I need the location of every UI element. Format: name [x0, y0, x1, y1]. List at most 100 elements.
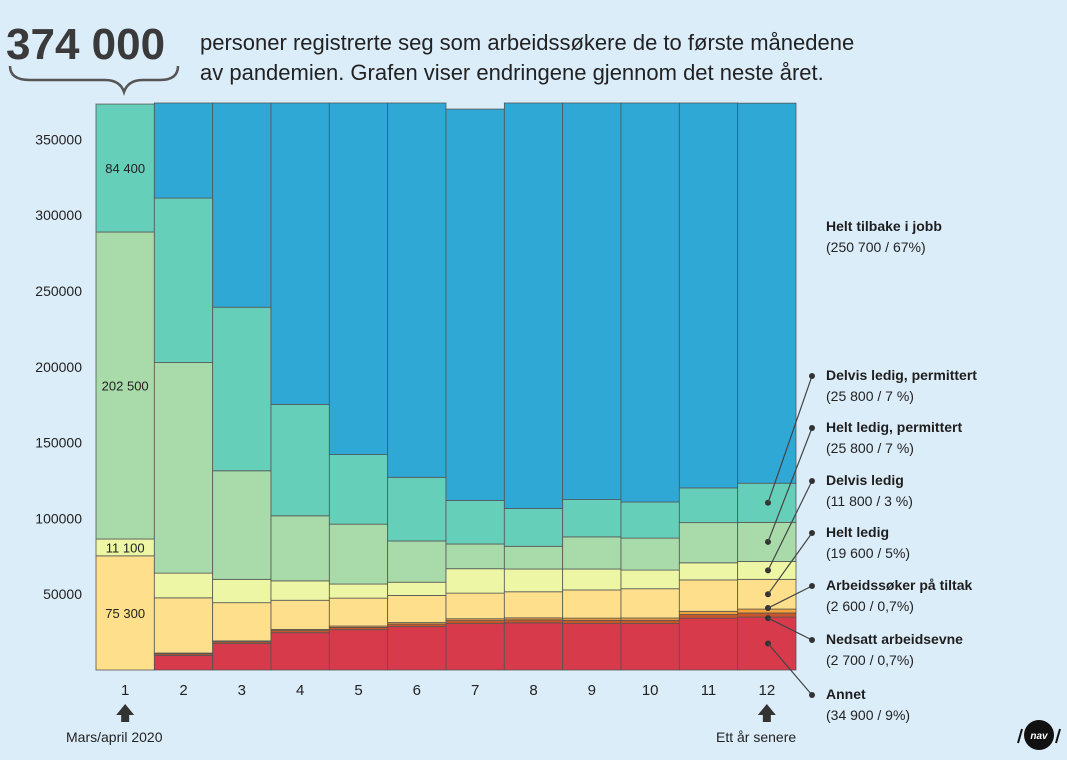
bar-data-label: 75 300	[105, 606, 145, 621]
bar-data-label: 11 100	[106, 540, 145, 555]
bar-segment-6-delvis-ledig-permittert	[445, 500, 505, 545]
annotation-detail: (25 800 / 7 %)	[826, 440, 914, 456]
bar-segment-7-helt-ledig-permittert	[503, 545, 564, 570]
annotation-detail: (11 800 / 3 %)	[826, 493, 913, 509]
bar-segment-7-helt-tilbake-i-jobb	[503, 102, 564, 509]
bar-segment-11-helt-tilbake-i-jobb	[737, 102, 797, 484]
x-tick-label: 11	[701, 682, 717, 699]
x-tick-label: 4	[296, 682, 304, 699]
bar-segment-2-delvis-ledig-permittert	[212, 306, 272, 472]
annotation-detail: (250 700 / 67%)	[826, 239, 926, 255]
bar-segment-3-helt-ledig-permittert	[270, 515, 330, 582]
annotation-dot	[809, 692, 815, 698]
bar-segment-4-delvis-ledig	[328, 583, 389, 599]
y-tick-label: 300000	[35, 207, 82, 223]
bar-segment-2-helt-ledig-permittert	[212, 470, 272, 580]
bar-segment-10-helt-ledig-permittert	[678, 522, 739, 564]
bar-segment-5-delvis-ledig	[387, 581, 447, 596]
annotation-leader-line	[767, 480, 813, 571]
headline-number: 374 000	[6, 20, 166, 69]
bar-segment-10-delvis-ledig	[678, 562, 739, 581]
bar-segment-1-annet	[153, 655, 214, 671]
bar-segment-3-annet	[270, 632, 330, 671]
bar-segment-8-annet	[562, 623, 622, 671]
bar-segment-6-helt-tilbake-i-jobb	[445, 108, 505, 501]
bar-segment-8-delvis-ledig	[562, 568, 622, 591]
bar-segment-9-delvis-ledig	[620, 569, 680, 590]
y-tick-label: 250000	[35, 283, 82, 299]
x-tick-label: 2	[179, 682, 187, 699]
y-tick-label: 100000	[35, 510, 82, 526]
annotation-title: Helt ledig	[826, 524, 889, 540]
bar-segment-7-helt-ledig	[503, 591, 564, 619]
bar-data-label: 202 500	[102, 379, 149, 394]
bar-segment-4-annet	[328, 629, 389, 671]
bar-segment-10-delvis-ledig-permittert	[678, 487, 739, 524]
annotation-leader-line	[767, 427, 813, 543]
bar-segment-9-helt-tilbake-i-jobb	[620, 102, 680, 503]
bar-segment-9-delvis-ledig-permittert	[620, 501, 680, 539]
y-tick-label: 50000	[43, 586, 82, 602]
bar-segment-8-nedsatt-arbeidsevne	[562, 619, 622, 625]
headline-brace	[8, 65, 180, 96]
bar-segment-3-delvis-ledig	[270, 580, 330, 601]
bar-segment-4-helt-ledig-permittert	[328, 523, 389, 585]
annotation-leader-line	[767, 617, 813, 641]
bar-segment-1-delvis-ledig-permittert	[153, 197, 214, 363]
bar-segment-2-helt-ledig	[212, 602, 272, 642]
bar-segment-9-helt-ledig-permittert	[620, 537, 680, 571]
bar-segment-5-annet	[387, 626, 447, 671]
bar-segment-10-helt-ledig	[678, 579, 739, 612]
bar-segment-9-helt-ledig	[620, 588, 680, 619]
bar-segment-10-annet	[678, 617, 739, 671]
x-tick-label: 12	[758, 682, 775, 699]
bar-segment-10-helt-tilbake-i-jobb	[678, 102, 739, 489]
nav-logo-text: nav	[1030, 731, 1049, 742]
annotation-leader-line	[767, 643, 813, 696]
annotation-dot	[809, 478, 815, 484]
bar-segment-2-helt-tilbake-i-jobb	[212, 102, 272, 308]
x-tick-label: 5	[354, 682, 362, 699]
bar-segment-4-delvis-ledig-permittert	[328, 454, 389, 525]
annotation-title: Helt ledig, permittert	[826, 419, 962, 435]
bar-segment-8-helt-ledig	[562, 589, 622, 619]
bar-segment-7-delvis-ledig-permittert	[503, 508, 564, 547]
bar-segment-5-helt-ledig	[387, 595, 447, 623]
annotation-title: Nedsatt arbeidsevne	[826, 631, 963, 647]
headline-line-1: personer registrerte seg som arbeidssøke…	[200, 30, 855, 55]
annotation-dot	[809, 530, 815, 536]
bar-segment-9-nedsatt-arbeidsevne	[620, 619, 680, 625]
bar-segment-7-delvis-ledig	[503, 568, 564, 593]
first-period-note: Mars/april 2020	[66, 729, 163, 745]
bar-segment-1-delvis-ledig	[153, 572, 214, 599]
bar-segment-0-delvis-ledig-permittert	[95, 103, 155, 233]
bar-segment-8-helt-ledig-permittert	[562, 536, 622, 570]
bar-segment-0-helt-ledig-permittert	[95, 231, 155, 540]
annotation-title: Helt tilbake i jobb	[826, 218, 942, 234]
bar-segment-9-annet	[620, 623, 680, 671]
bar-segment-10-nedsatt-arbeidsevne	[678, 614, 739, 619]
x-tick-label: 10	[642, 682, 659, 699]
bar-segment-2-annet	[212, 643, 272, 671]
annotation-dot	[809, 425, 815, 431]
annotation-leader-line	[767, 585, 813, 609]
annotation-dot	[809, 583, 815, 589]
annotation-detail: (34 900 / 9%)	[826, 707, 910, 723]
bar-segment-10-arbeidss-ker-p-tiltak	[678, 610, 739, 615]
annotation-detail: (2 600 / 0,7%)	[826, 598, 914, 614]
annotation-detail: (25 800 / 7 %)	[826, 388, 914, 404]
x-tick-label: 1	[121, 682, 129, 699]
bar-segment-5-helt-tilbake-i-jobb	[387, 102, 447, 478]
nav-logo: nav	[1017, 720, 1061, 750]
bar-segment-6-annet	[445, 623, 505, 671]
annotation-title: Annet	[826, 686, 866, 702]
bar-segment-5-helt-ledig-permittert	[387, 540, 447, 583]
annotation-title: Delvis ledig, permittert	[826, 367, 977, 383]
annotation-leader-line	[767, 375, 813, 503]
bar-segment-6-delvis-ledig	[445, 568, 505, 594]
bar-segment-7-nedsatt-arbeidsevne	[503, 619, 564, 624]
annotation-title: Delvis ledig	[826, 472, 904, 488]
bar-segment-6-nedsatt-arbeidsevne	[445, 620, 505, 625]
bar-segment-5-delvis-ledig-permittert	[387, 476, 447, 542]
